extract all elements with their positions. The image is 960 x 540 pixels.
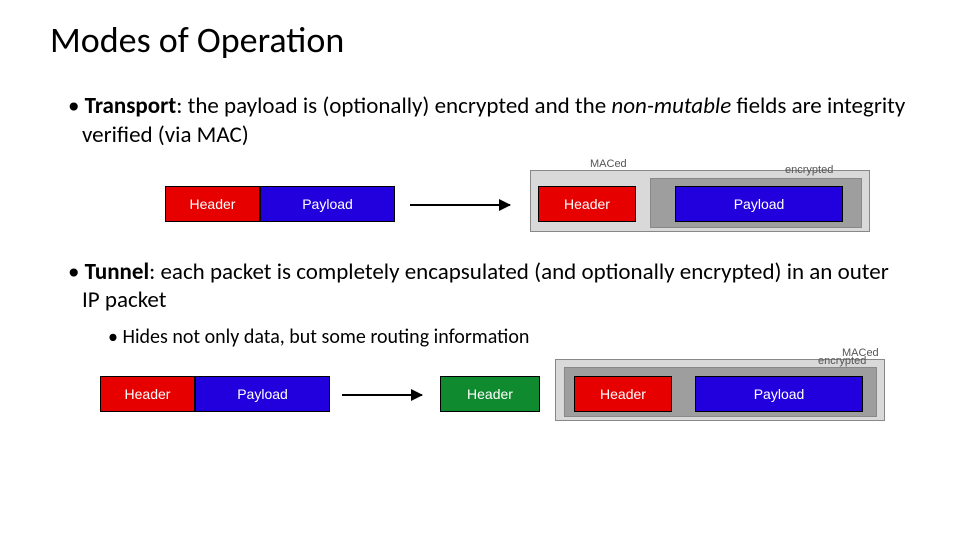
diagram-tunnel: Header Payload Header MACed encrypted He…	[50, 356, 910, 426]
d2-enc-label: encrypted	[818, 355, 866, 367]
d2-outer-header: Header	[440, 376, 540, 412]
d2-left-header: Header	[100, 376, 195, 412]
d2-inner-header: Header	[574, 376, 672, 412]
tunnel-bold: Tunnel	[85, 258, 149, 286]
slide-title: Modes of Operation	[50, 18, 910, 62]
bullet-transport: Transport: the payload is (optionally) e…	[68, 92, 910, 150]
d1-left-payload: Payload	[260, 186, 395, 222]
transport-italic: non-mutable	[611, 92, 731, 120]
d2-arrow	[342, 394, 422, 396]
d1-right-payload: Payload	[675, 186, 843, 222]
d2-inner-payload: Payload	[695, 376, 863, 412]
d1-left-header: Header	[165, 186, 260, 222]
tunnel-text: : each packet is completely encapsulated…	[82, 258, 889, 315]
d1-right-header: Header	[538, 186, 636, 222]
d2-left-payload: Payload	[195, 376, 330, 412]
d1-arrow	[410, 204, 510, 206]
bullet-tunnel: Tunnel: each packet is completely encaps…	[68, 258, 910, 316]
diagram-transport: Header Payload MACed encrypted Header Pa…	[50, 160, 910, 240]
d1-mac-label: MACed	[590, 158, 627, 170]
bullet-hides: Hides not only data, but some routing in…	[108, 325, 910, 350]
transport-bold: Transport	[85, 92, 177, 120]
d1-enc-label: encrypted	[785, 164, 833, 176]
transport-text-a: : the payload is (optionally) encrypted …	[176, 92, 611, 120]
